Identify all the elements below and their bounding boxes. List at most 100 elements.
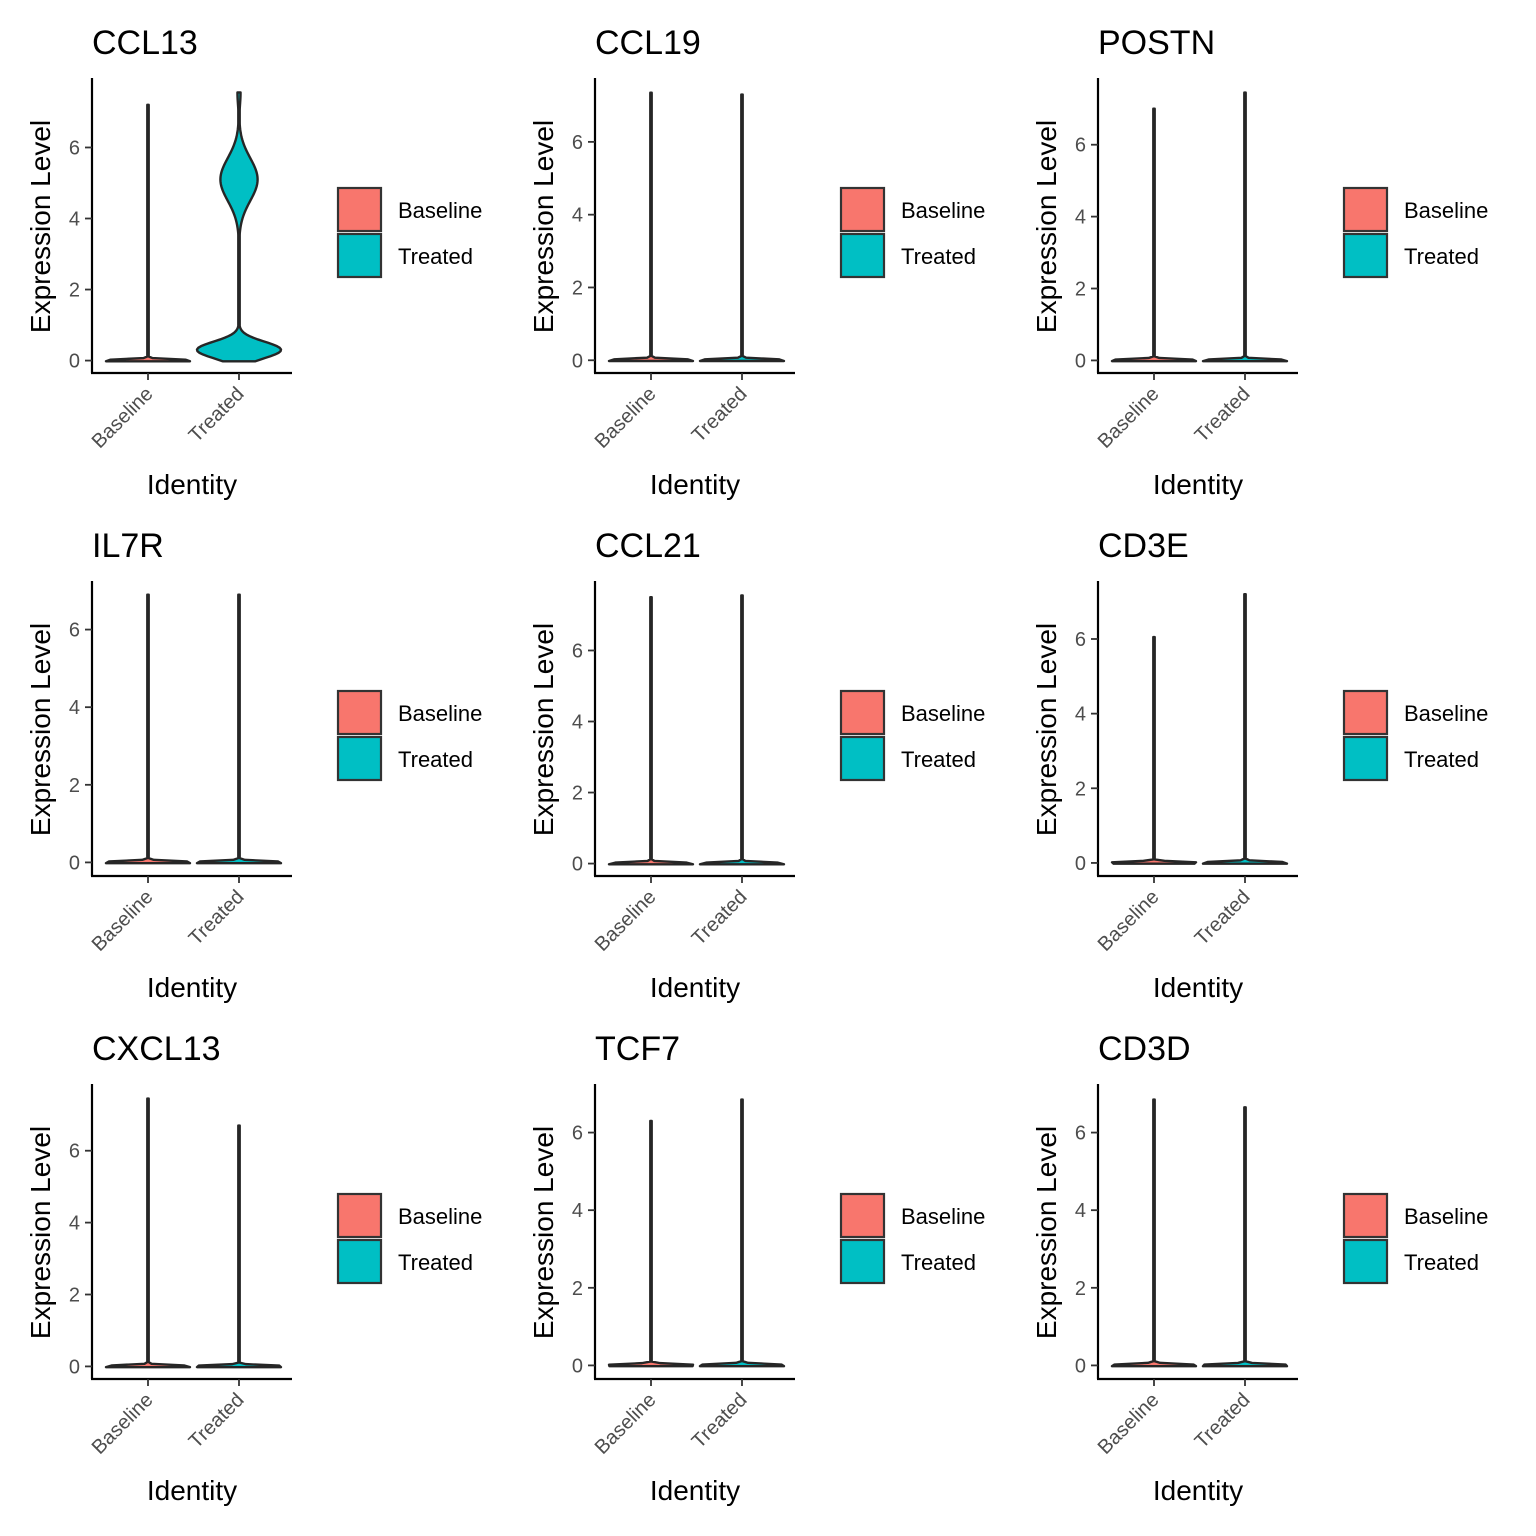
panel-title: CCL19	[595, 24, 701, 62]
legend-key-baseline	[336, 1192, 383, 1239]
legend-key-baseline	[1342, 186, 1389, 233]
x-axis-title: Identity	[147, 972, 237, 1003]
y-tick-label: 6	[572, 1123, 583, 1145]
panel-il7r: IL7R 0 2 4 6 Baseline Treated Identity Expressio…	[25, 527, 482, 1003]
legend-label-baseline: Baseline	[398, 1204, 482, 1229]
panel-tcf7: TCF7 0 2 4 6 Baseline Treated Identity Expressio…	[528, 1030, 985, 1506]
x-tick-label: Baseline	[88, 383, 158, 453]
legend-key-baseline	[839, 689, 886, 736]
legend-label-treated: Treated	[398, 244, 473, 269]
panel-ccl19: CCL19 0 2 4 6 Baseline Treated Identity Expressi…	[528, 24, 985, 500]
x-tick-label: Baseline	[1094, 1389, 1164, 1459]
y-tick-label: 2	[572, 783, 583, 805]
panel-title: CD3E	[1098, 527, 1189, 565]
panel-title: TCF7	[595, 1030, 680, 1068]
y-axis-title: Expression Level	[25, 1126, 56, 1339]
legend-label-treated: Treated	[901, 1250, 976, 1275]
violin-treated	[698, 594, 786, 866]
legend: Baseline Treated	[336, 689, 482, 782]
x-tick-label: Treated	[688, 886, 752, 950]
y-tick-label: 6	[572, 132, 583, 154]
legend: Baseline Treated	[1342, 1192, 1488, 1285]
panel-ccl13: CCL13 0 2 4 6 Baseline Treated Identity Expressi…	[25, 24, 482, 500]
y-tick-label: 4	[1075, 1200, 1086, 1222]
y-axis-title: Expression Level	[528, 1126, 559, 1339]
y-axis-title: Expression Level	[1031, 1126, 1062, 1339]
violin-baseline	[1110, 107, 1198, 363]
y-axis-title: Expression Level	[25, 120, 56, 333]
x-tick-label: Treated	[185, 1389, 249, 1453]
y-tick-label: 6	[69, 620, 80, 642]
legend-key-baseline	[839, 186, 886, 233]
legend-label-treated: Treated	[398, 1250, 473, 1275]
x-axis-title: Identity	[1153, 972, 1243, 1003]
x-tick-label: Treated	[185, 383, 249, 447]
violin-treated	[1201, 91, 1289, 363]
violin-treated	[195, 593, 283, 865]
y-axis-title: Expression Level	[1031, 120, 1062, 333]
legend: Baseline Treated	[336, 1192, 482, 1285]
x-tick-label: Treated	[185, 886, 249, 950]
legend-label-baseline: Baseline	[901, 701, 985, 726]
x-tick-label: Treated	[1191, 886, 1255, 950]
x-axis-title: Identity	[147, 469, 237, 500]
x-tick-label: Baseline	[591, 383, 661, 453]
y-tick-label: 6	[1075, 1123, 1086, 1145]
legend-key-baseline	[839, 1192, 886, 1239]
x-tick-label: Baseline	[591, 1389, 661, 1459]
legend: Baseline Treated	[839, 1192, 985, 1285]
violin-treated	[195, 91, 283, 363]
y-axis-title: Expression Level	[1031, 623, 1062, 836]
panel-title: POSTN	[1098, 24, 1215, 62]
violin-baseline	[1110, 635, 1198, 865]
x-tick-label: Baseline	[88, 1389, 158, 1459]
legend-key-treated	[839, 1238, 886, 1285]
panel-postn: POSTN 0 2 4 6 Baseline Treated Identity Expressi…	[1031, 24, 1488, 500]
violin-treated	[195, 1124, 283, 1369]
x-axis-title: Identity	[650, 972, 740, 1003]
legend-key-treated	[1342, 735, 1389, 782]
y-tick-label: 4	[572, 1200, 583, 1222]
violin-baseline	[607, 596, 695, 866]
y-tick-label: 2	[69, 280, 80, 302]
panel-cd3e: CD3E 0 2 4 6 Baseline Treated Identity Expressio…	[1031, 527, 1488, 1003]
legend: Baseline Treated	[1342, 186, 1488, 279]
y-tick-label: 6	[1075, 629, 1086, 651]
legend-label-baseline: Baseline	[398, 701, 482, 726]
panel-title: CCL21	[595, 527, 701, 565]
y-tick-label: 6	[572, 640, 583, 662]
y-tick-label: 0	[572, 854, 583, 876]
x-tick-label: Treated	[688, 383, 752, 447]
violin-treated	[1201, 593, 1289, 865]
y-tick-label: 2	[69, 775, 80, 797]
panel-title: IL7R	[92, 527, 164, 565]
y-tick-label: 6	[69, 137, 80, 159]
y-tick-label: 4	[69, 1213, 80, 1235]
panel-cd3d: CD3D 0 2 4 6 Baseline Treated Identity Expressio…	[1031, 1030, 1488, 1506]
legend-key-treated	[839, 735, 886, 782]
violin-baseline	[104, 593, 192, 865]
y-tick-label: 4	[69, 697, 80, 719]
y-tick-label: 0	[572, 350, 583, 372]
legend-label-treated: Treated	[901, 244, 976, 269]
legend-label-baseline: Baseline	[1404, 701, 1488, 726]
violin-baseline	[607, 91, 695, 363]
x-axis-title: Identity	[650, 1475, 740, 1506]
legend-label-baseline: Baseline	[1404, 198, 1488, 223]
y-axis-title: Expression Level	[528, 623, 559, 836]
legend-key-treated	[1342, 1238, 1389, 1285]
y-tick-label: 0	[572, 1355, 583, 1377]
y-tick-label: 2	[1075, 1278, 1086, 1300]
legend-key-treated	[336, 735, 383, 782]
y-tick-label: 0	[1075, 350, 1086, 372]
y-axis-title: Expression Level	[25, 623, 56, 836]
legend: Baseline Treated	[1342, 689, 1488, 782]
y-tick-label: 0	[69, 351, 80, 373]
legend-label-treated: Treated	[1404, 244, 1479, 269]
y-tick-label: 4	[69, 209, 80, 231]
y-tick-label: 2	[1075, 279, 1086, 301]
legend-label-treated: Treated	[1404, 1250, 1479, 1275]
y-tick-label: 2	[69, 1285, 80, 1307]
legend-key-treated	[839, 232, 886, 279]
